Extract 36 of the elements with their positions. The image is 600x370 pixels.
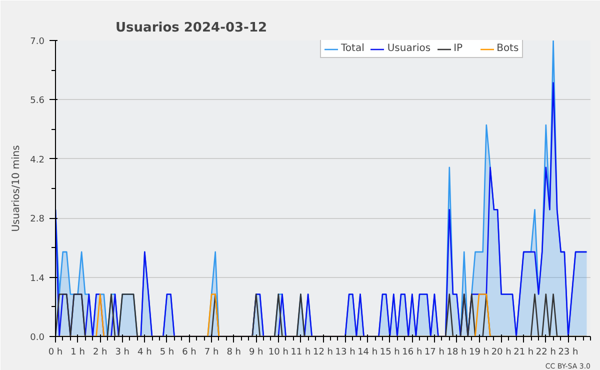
y-tick-label: 1.4: [30, 274, 45, 284]
y-tick-label: 0.0: [30, 333, 45, 343]
legend-label: Bots: [496, 43, 519, 54]
x-tick-label: 1 h: [70, 348, 85, 358]
x-tick-label: 20 h: [491, 348, 512, 358]
x-tick-label: 21 h: [514, 348, 534, 358]
x-tick-label: 9 h: [248, 348, 264, 358]
x-tick-label: 5 h: [160, 348, 174, 358]
x-tick-label: 22 h: [536, 348, 556, 358]
x-tick-label: 11 h: [290, 348, 311, 358]
x-tick-label: 0 h: [48, 348, 63, 358]
y-tick-label: 7.0: [30, 37, 45, 47]
legend-label: IP: [454, 43, 464, 54]
y-tick-label: 4.2: [30, 155, 45, 166]
x-tick-label: 17 h: [424, 348, 444, 358]
chart-title: Usuarios 2024-03-12: [116, 20, 268, 36]
x-tick-label: 7 h: [204, 348, 219, 358]
x-tick-label: 14 h: [358, 348, 378, 358]
x-tick-label: 15 h: [380, 348, 400, 358]
x-tick-label: 8 h: [226, 348, 241, 358]
x-tick-label: 10 h: [268, 348, 288, 358]
x-tick-label: 6 h: [182, 348, 196, 358]
legend-label: Total: [341, 43, 364, 54]
x-tick-label: 12 h: [312, 348, 334, 358]
y-axis-title: Usuarios/10 mins: [11, 145, 22, 232]
x-tick-label: 23 h: [558, 348, 578, 358]
y-tick-label: 2.8: [30, 214, 45, 225]
x-tick-label: 3 h: [115, 348, 130, 358]
x-tick-label: 16 h: [402, 348, 422, 358]
x-tick-label: 2 h: [92, 348, 108, 358]
x-tick-label: 4 h: [138, 348, 152, 358]
y-tick-label: 5.6: [30, 96, 45, 106]
x-tick-label: 13 h: [335, 348, 356, 358]
legend-label: Usuarios: [387, 43, 431, 54]
x-tick-label: 18 h: [446, 348, 467, 358]
x-tick-label: 19 h: [469, 348, 490, 358]
